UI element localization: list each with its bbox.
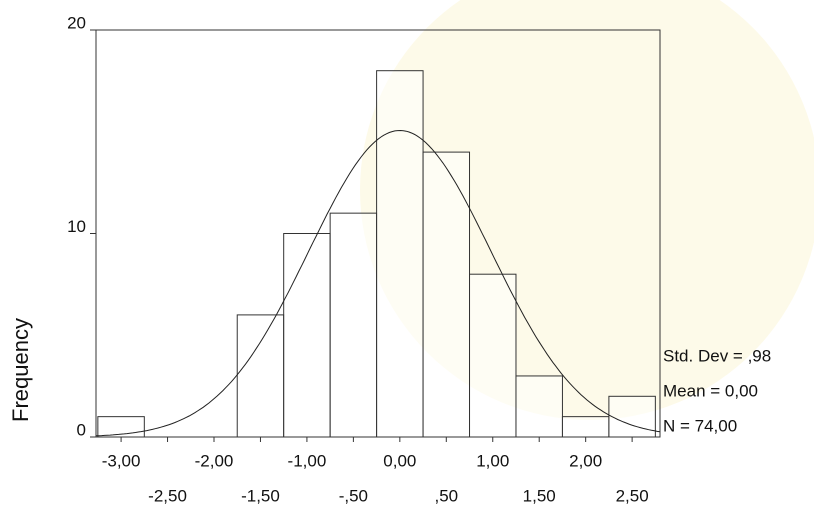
bar [329,212,378,438]
x-tick-label: -3,00 [102,451,141,470]
bar [608,395,656,438]
bar [283,233,331,438]
x-tick-label: -2,50 [148,486,187,505]
bar [236,314,285,438]
x-tick-label: 2,50 [616,486,649,505]
stat-label: N = 74,00 [663,416,737,435]
y-tick-label: 10 [67,217,86,236]
bar [469,273,517,438]
y-axis-label: Frequency [8,318,33,422]
x-tick-label: -2,00 [195,451,234,470]
x-tick-label: -,50 [339,486,368,505]
y-tick-label: 0 [77,420,86,439]
x-tick-label: 2,00 [569,451,602,470]
x-tick-label: -1,00 [288,451,327,470]
bar [561,416,610,438]
normal-curve [95,129,661,437]
bar [376,70,424,438]
bar [97,416,145,438]
bar [515,375,563,438]
y-tick-label: 20 [67,13,86,32]
x-tick-label: ,50 [434,486,458,505]
stat-label: Mean = 0,00 [663,381,758,400]
x-tick-label: 0,00 [383,451,416,470]
x-tick-label: 1,00 [476,451,509,470]
stat-label: Std. Dev = ,98 [663,346,771,365]
x-tick-label: -1,50 [241,486,280,505]
x-tick-label: 1,50 [523,486,556,505]
